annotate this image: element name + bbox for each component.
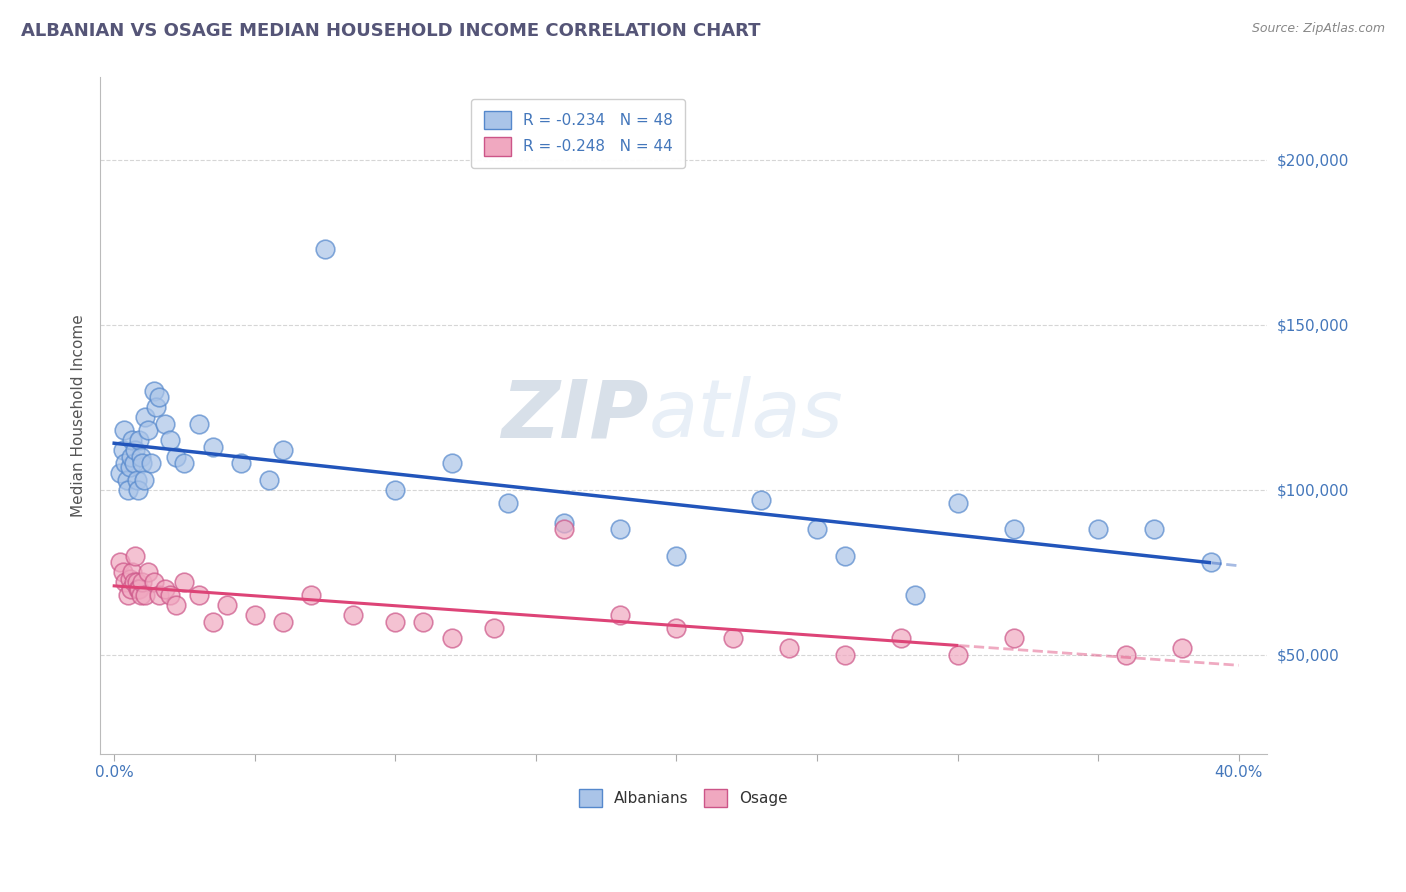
Point bbox=[131, 456, 153, 470]
Point bbox=[187, 588, 209, 602]
Point bbox=[112, 423, 135, 437]
Point bbox=[834, 549, 856, 563]
Point bbox=[115, 473, 138, 487]
Point bbox=[122, 574, 145, 589]
Point bbox=[159, 434, 181, 448]
Point bbox=[124, 443, 146, 458]
Point bbox=[111, 443, 134, 458]
Point bbox=[165, 450, 187, 464]
Point bbox=[1002, 631, 1025, 645]
Point bbox=[114, 456, 136, 470]
Point bbox=[153, 417, 176, 431]
Point bbox=[148, 390, 170, 404]
Point bbox=[127, 582, 149, 596]
Point bbox=[721, 631, 744, 645]
Point bbox=[440, 456, 463, 470]
Point bbox=[121, 565, 143, 579]
Point bbox=[134, 410, 156, 425]
Point bbox=[132, 473, 155, 487]
Point bbox=[148, 588, 170, 602]
Point bbox=[342, 607, 364, 622]
Point bbox=[122, 456, 145, 470]
Point bbox=[129, 588, 152, 602]
Point bbox=[778, 640, 800, 655]
Point bbox=[440, 631, 463, 645]
Point bbox=[128, 582, 150, 596]
Point bbox=[142, 384, 165, 398]
Point bbox=[134, 588, 156, 602]
Point bbox=[136, 423, 159, 437]
Point bbox=[108, 555, 131, 569]
Point bbox=[173, 574, 195, 589]
Point bbox=[120, 582, 142, 596]
Point bbox=[412, 615, 434, 629]
Point bbox=[1002, 522, 1025, 536]
Point bbox=[187, 417, 209, 431]
Point bbox=[553, 522, 575, 536]
Point bbox=[271, 443, 294, 458]
Point bbox=[139, 456, 162, 470]
Point bbox=[553, 516, 575, 530]
Point bbox=[946, 648, 969, 662]
Point bbox=[1171, 640, 1194, 655]
Text: ALBANIAN VS OSAGE MEDIAN HOUSEHOLD INCOME CORRELATION CHART: ALBANIAN VS OSAGE MEDIAN HOUSEHOLD INCOM… bbox=[21, 22, 761, 40]
Point bbox=[114, 574, 136, 589]
Point bbox=[118, 459, 141, 474]
Point bbox=[806, 522, 828, 536]
Point bbox=[1087, 522, 1109, 536]
Point bbox=[890, 631, 912, 645]
Point bbox=[125, 473, 148, 487]
Point bbox=[257, 473, 280, 487]
Point bbox=[243, 607, 266, 622]
Y-axis label: Median Household Income: Median Household Income bbox=[72, 314, 86, 516]
Text: ZIP: ZIP bbox=[501, 376, 648, 455]
Text: atlas: atlas bbox=[648, 376, 844, 455]
Point bbox=[142, 574, 165, 589]
Point bbox=[834, 648, 856, 662]
Point bbox=[121, 434, 143, 448]
Point bbox=[173, 456, 195, 470]
Point bbox=[201, 615, 224, 629]
Point bbox=[946, 496, 969, 510]
Point bbox=[120, 450, 142, 464]
Point bbox=[124, 549, 146, 563]
Legend: Albanians, Osage: Albanians, Osage bbox=[572, 782, 794, 814]
Point bbox=[749, 492, 772, 507]
Point bbox=[129, 450, 152, 464]
Point bbox=[609, 607, 631, 622]
Point bbox=[384, 615, 406, 629]
Point bbox=[131, 574, 153, 589]
Point bbox=[165, 598, 187, 612]
Point bbox=[136, 565, 159, 579]
Point bbox=[117, 588, 139, 602]
Point bbox=[904, 588, 927, 602]
Point bbox=[118, 572, 141, 586]
Point bbox=[215, 598, 238, 612]
Point bbox=[609, 522, 631, 536]
Point bbox=[153, 582, 176, 596]
Point bbox=[127, 483, 149, 497]
Point bbox=[271, 615, 294, 629]
Point bbox=[1115, 648, 1137, 662]
Point bbox=[111, 565, 134, 579]
Point bbox=[1199, 555, 1222, 569]
Point bbox=[125, 574, 148, 589]
Point bbox=[299, 588, 322, 602]
Point bbox=[145, 401, 167, 415]
Point bbox=[1143, 522, 1166, 536]
Point bbox=[496, 496, 519, 510]
Point bbox=[201, 440, 224, 454]
Point bbox=[128, 434, 150, 448]
Point bbox=[665, 549, 688, 563]
Point bbox=[482, 621, 505, 635]
Point bbox=[314, 242, 336, 256]
Text: Source: ZipAtlas.com: Source: ZipAtlas.com bbox=[1251, 22, 1385, 36]
Point bbox=[384, 483, 406, 497]
Point bbox=[117, 483, 139, 497]
Point bbox=[108, 466, 131, 480]
Point bbox=[159, 588, 181, 602]
Point bbox=[665, 621, 688, 635]
Point bbox=[229, 456, 252, 470]
